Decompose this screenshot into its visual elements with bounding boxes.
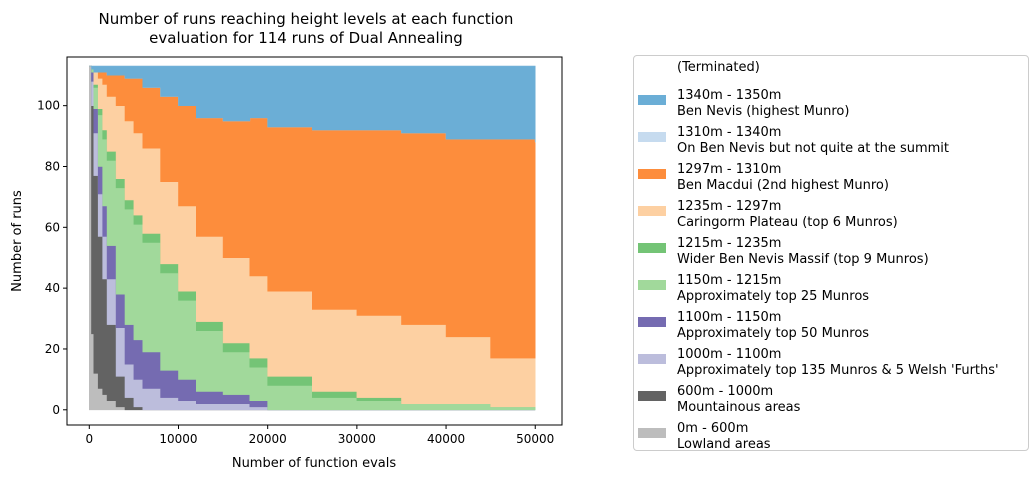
legend-swatch <box>638 428 666 438</box>
legend-entry: 600m - 1000m Mountainous areas <box>638 384 800 416</box>
stacked-areas <box>89 65 536 411</box>
legend-swatch <box>638 280 666 290</box>
y-tick-label: 80 <box>45 159 60 173</box>
legend-entry: 1340m - 1350m Ben Nevis (highest Munro) <box>638 88 849 120</box>
legend-entry: 1000m - 1100m Approximately top 135 Munr… <box>638 347 999 379</box>
chart-title-line: evaluation for 114 runs of Dual Annealin… <box>149 29 463 47</box>
legend-label: (Terminated) <box>677 60 760 75</box>
legend-entry: 0m - 600m Lowland areas <box>638 421 771 453</box>
x-axis-label: Number of function evals <box>232 456 397 471</box>
legend-entry: 1215m - 1235m Wider Ben Nevis Massif (to… <box>638 236 929 268</box>
legend-swatch <box>638 95 666 105</box>
chart-title-line: Number of runs reaching height levels at… <box>99 10 514 28</box>
x-tick-label: 0 <box>85 432 93 446</box>
y-tick-label: 40 <box>45 281 60 295</box>
plot-frame <box>66 56 563 426</box>
legend-swatch <box>638 354 666 364</box>
legend-entry: 1310m - 1340m On Ben Nevis but not quite… <box>638 125 949 157</box>
legend-label: 0m - 600m Lowland areas <box>677 421 771 452</box>
legend-label: 1150m - 1215m Approximately top 25 Munro… <box>677 273 870 304</box>
y-tick-label: 0 <box>52 403 60 417</box>
legend-label: 1215m - 1235m Wider Ben Nevis Massif (to… <box>677 236 929 267</box>
y-axis-label: Number of runs <box>10 190 25 292</box>
legend-label: 1100m - 1150m Approximately top 50 Munro… <box>677 310 870 341</box>
legend-swatch <box>638 243 666 253</box>
legend-entry: 1235m - 1297m Caringorm Plateau (top 6 M… <box>638 199 898 231</box>
chart-title: Number of runs reaching height levels at… <box>99 10 514 47</box>
y-tick-label: 60 <box>45 220 60 234</box>
chart-legend: (Terminated) 1340m - 1350m Ben Nevis (hig… <box>633 55 1029 453</box>
x-tick-label: 30000 <box>338 432 376 446</box>
legend-entry: 1100m - 1150m Approximately top 50 Munro… <box>638 310 869 342</box>
legend-swatch <box>638 206 666 216</box>
y-tick-label: 100 <box>37 99 60 113</box>
y-tick-label: 20 <box>45 342 60 356</box>
x-tick-label: 50000 <box>516 432 554 446</box>
legend-entry: (Terminated) <box>638 60 760 77</box>
x-tick-label: 40000 <box>427 432 465 446</box>
legend-label: 1340m - 1350m Ben Nevis (highest Munro) <box>677 88 850 119</box>
legend-swatch <box>638 67 666 77</box>
legend-swatch <box>638 169 666 179</box>
x-tick-label: 10000 <box>159 432 197 446</box>
y-axis: 0 20 40 60 80 100 <box>37 99 67 417</box>
area-series-9 <box>89 65 536 143</box>
x-axis: 0 10000 20000 30000 40000 50000 <box>85 425 554 446</box>
legend-label: 1235m - 1297m Caringorm Plateau (top 6 M… <box>677 199 898 230</box>
chart-canvas: Number of runs reaching height levels at… <box>10 10 563 471</box>
legend-label: 1310m - 1340m On Ben Nevis but not quite… <box>677 125 950 156</box>
legend-label: 600m - 1000m Mountainous areas <box>677 384 801 415</box>
x-tick-label: 20000 <box>249 432 287 446</box>
legend-label: 1000m - 1100m Approximately top 135 Munr… <box>677 347 999 378</box>
legend-swatch <box>638 317 666 327</box>
legend-entry: 1150m - 1215m Approximately top 25 Munro… <box>638 273 869 305</box>
legend-entry: 1297m - 1310m Ben Macdui (2nd highest Mu… <box>638 162 889 194</box>
legend-label: 1297m - 1310m Ben Macdui (2nd highest Mu… <box>677 162 889 193</box>
legend-swatch <box>638 391 666 401</box>
legend-swatch <box>638 132 666 142</box>
